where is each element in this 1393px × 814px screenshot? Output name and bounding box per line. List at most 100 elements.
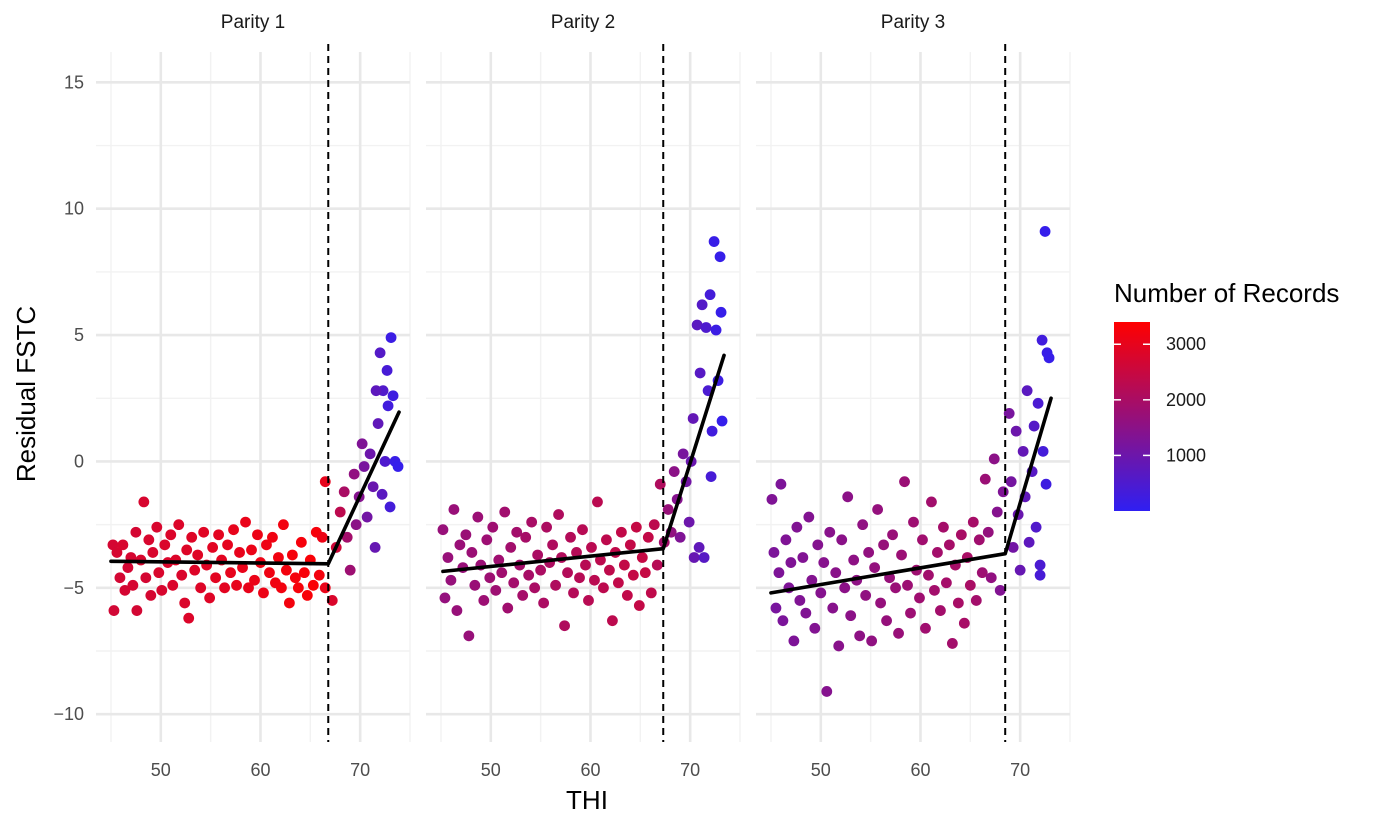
- data-point: [926, 496, 937, 508]
- data-point: [508, 577, 520, 589]
- data-point: [334, 506, 346, 518]
- data-point: [374, 347, 386, 359]
- data-point: [289, 572, 301, 584]
- data-point: [830, 567, 842, 579]
- data-point: [496, 567, 508, 579]
- data-point: [565, 531, 576, 543]
- data-point: [929, 584, 940, 596]
- y-tick-label: 15: [64, 72, 84, 92]
- data-point: [842, 491, 854, 503]
- data-point: [445, 574, 457, 586]
- data-point: [131, 605, 143, 616]
- data-point: [153, 567, 165, 579]
- data-point: [794, 595, 806, 606]
- data-point: [301, 590, 313, 601]
- data-point: [839, 582, 851, 594]
- data-point: [800, 607, 812, 619]
- data-point: [577, 524, 588, 536]
- data-point: [651, 559, 663, 571]
- data-point: [766, 493, 778, 505]
- data-point: [130, 526, 142, 538]
- data-point: [639, 567, 651, 579]
- data-point: [316, 531, 328, 543]
- data-point: [481, 534, 493, 546]
- data-point: [818, 557, 830, 568]
- data-point: [559, 620, 570, 632]
- data-point: [145, 590, 157, 601]
- data-point: [538, 597, 550, 609]
- data-point: [207, 541, 219, 553]
- data-point: [111, 547, 123, 558]
- data-point: [571, 547, 582, 558]
- data-point: [192, 549, 204, 561]
- data-point: [176, 569, 188, 581]
- data-point: [381, 365, 393, 376]
- data-point: [1043, 352, 1055, 364]
- data-point: [1030, 521, 1042, 533]
- data-point: [773, 567, 785, 579]
- points-group: [107, 332, 404, 624]
- legend-tick-label: 2000: [1166, 390, 1206, 410]
- data-point: [899, 476, 910, 488]
- data-point: [1007, 541, 1019, 553]
- data-point: [156, 584, 168, 596]
- data-point: [935, 605, 946, 616]
- data-point: [833, 640, 845, 652]
- data-point: [940, 577, 952, 589]
- data-point: [932, 547, 943, 558]
- data-point: [994, 584, 1006, 596]
- data-point: [472, 511, 484, 523]
- data-point: [1036, 334, 1048, 346]
- data-point: [451, 605, 463, 616]
- data-point: [642, 531, 654, 543]
- y-tick-label: 5: [74, 325, 84, 345]
- data-point: [198, 526, 210, 538]
- y-tick-label: −5: [63, 578, 84, 598]
- data-point: [387, 390, 399, 402]
- data-point: [694, 367, 706, 379]
- data-point: [252, 529, 263, 541]
- panel-3: Parity 3 50 60 70: [756, 12, 1071, 780]
- data-point: [547, 539, 558, 551]
- data-point: [943, 539, 955, 551]
- data-point: [691, 319, 703, 331]
- data-point: [797, 552, 809, 563]
- data-point: [860, 590, 872, 601]
- x-tick-label: 60: [250, 760, 270, 780]
- fit-line: [109, 410, 401, 566]
- y-tick-labels: −10 −5 0 5 10 15: [53, 72, 84, 724]
- data-point: [243, 582, 254, 594]
- data-point: [615, 526, 627, 538]
- x-tick-label: 70: [350, 760, 370, 780]
- data-point: [502, 602, 514, 614]
- data-point: [181, 544, 193, 556]
- data-point: [645, 587, 657, 599]
- data-point: [159, 539, 171, 551]
- data-point: [283, 597, 295, 609]
- data-point: [439, 592, 451, 604]
- data-point: [806, 574, 818, 586]
- data-point: [687, 413, 699, 424]
- data-point: [369, 541, 381, 553]
- data-point: [890, 582, 901, 594]
- data-point: [379, 456, 391, 467]
- x-tick-label: 60: [910, 760, 930, 780]
- data-point: [601, 534, 612, 546]
- data-point: [372, 418, 384, 429]
- data-point: [258, 587, 269, 599]
- data-point: [1034, 559, 1046, 571]
- data-point: [824, 526, 836, 538]
- data-point: [222, 539, 233, 551]
- data-point: [541, 521, 553, 533]
- data-point: [523, 569, 535, 581]
- data-point: [648, 519, 660, 531]
- data-point: [636, 552, 648, 563]
- panel-strip-label: Parity 2: [551, 12, 615, 33]
- data-point: [893, 627, 904, 639]
- data-point: [896, 549, 907, 561]
- data-point: [1005, 476, 1017, 488]
- data-point: [982, 526, 994, 538]
- y-tick-label: 10: [64, 199, 84, 219]
- data-point: [364, 448, 376, 460]
